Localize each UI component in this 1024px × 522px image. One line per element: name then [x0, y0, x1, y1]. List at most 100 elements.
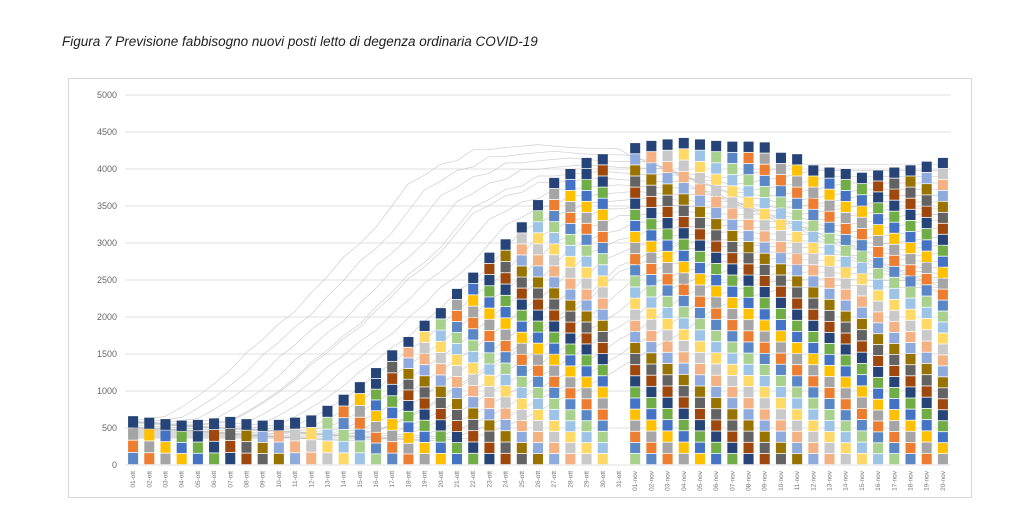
bar-segment [403, 390, 414, 401]
bar-segment [144, 453, 155, 465]
bar-segment [824, 233, 835, 244]
trend-line [133, 184, 943, 428]
bar-segment [630, 276, 641, 287]
bar-segment [840, 278, 851, 289]
bar-segment [549, 177, 560, 189]
x-tick-label: 12-nov [810, 470, 817, 491]
bar-segment [597, 431, 608, 442]
bar-segment [937, 443, 948, 454]
bar-segment [581, 234, 592, 245]
bar-segment [824, 211, 835, 222]
bar-segment [743, 230, 754, 242]
bar-segment [743, 409, 754, 420]
bar-segment [338, 441, 349, 453]
bar-segment [630, 254, 641, 265]
bar-segment [856, 375, 867, 386]
bar-segment [484, 375, 495, 386]
bar-segment [565, 454, 576, 465]
bar-segment [937, 278, 948, 289]
bar-segment [759, 342, 770, 353]
bar-segment [840, 223, 851, 234]
bar-segment [597, 365, 608, 376]
bar-segment [840, 267, 851, 278]
bar-segment [678, 431, 689, 442]
bar-segment [743, 364, 754, 375]
x-tick-label: 03-nov [665, 470, 672, 491]
bar-segment [921, 397, 932, 409]
bar-segment [792, 287, 803, 298]
bar-segment [743, 442, 754, 454]
bar-segment [549, 343, 560, 354]
bar-segment [727, 286, 738, 297]
y-tick-label: 0 [112, 460, 117, 470]
bar-segment [581, 212, 592, 223]
y-tick-label: 4500 [97, 127, 117, 137]
bar-segment [581, 410, 592, 421]
bar-segment [694, 375, 705, 386]
bar-segment [387, 442, 398, 453]
bar-segment [775, 297, 786, 309]
bar-segment [921, 262, 932, 274]
bar-segment [500, 250, 511, 262]
bar-segment [921, 273, 932, 285]
bar-segment [565, 300, 576, 311]
bar-segment [532, 453, 544, 465]
bar-segment [500, 284, 511, 295]
bar-segment [468, 408, 479, 419]
bar-segment [792, 165, 803, 176]
bar-segment [727, 353, 738, 364]
bar-segment [775, 264, 786, 275]
bar-segment [824, 178, 835, 189]
trend-line [133, 144, 943, 422]
bar-segment [597, 453, 608, 465]
bar-segment [468, 295, 479, 306]
bar-segment [937, 388, 948, 399]
bar-segment [532, 244, 544, 255]
bar-segment [921, 442, 932, 453]
bar-segment [856, 442, 867, 453]
bar-segment [743, 308, 754, 320]
bar-segment [678, 137, 689, 149]
bar-segment [597, 442, 608, 454]
bar-segment [743, 208, 754, 219]
x-tick-label: 10-ott [276, 471, 283, 488]
x-tick-label: 18-nov [908, 470, 915, 491]
y-tick-label: 500 [102, 423, 117, 433]
bar-segment [549, 409, 560, 421]
x-tick-label: 03-ott [162, 471, 169, 488]
bar-segment [662, 217, 673, 229]
bar-segment [808, 298, 819, 309]
bar-segment [419, 354, 430, 365]
bar-segment [792, 209, 803, 220]
bar-segment [921, 217, 932, 229]
bar-segment [840, 179, 851, 191]
bar-segment [727, 175, 738, 186]
bar-segment [889, 354, 900, 366]
bar-segment [241, 442, 252, 453]
bar-segment [678, 160, 689, 171]
bar-segment [678, 284, 689, 296]
bar-segment [516, 420, 527, 432]
trend-line [133, 177, 943, 427]
bar-segment [889, 233, 900, 244]
bar-segment [711, 442, 722, 454]
bar-segment [630, 231, 641, 243]
bar-segment [694, 453, 705, 465]
bar-segment [727, 197, 738, 208]
x-tick-label: 01-nov [632, 470, 639, 491]
bar-segment [581, 300, 592, 311]
bar-segment [354, 429, 365, 441]
bar-segment [873, 345, 884, 356]
bar-segment [581, 432, 592, 443]
bar-segment [435, 375, 446, 386]
bar-segment [727, 398, 738, 409]
bar-segment [937, 234, 948, 245]
bar-segment [775, 453, 786, 465]
bar-segment [937, 311, 948, 322]
bar-segment [808, 442, 819, 454]
bar-segment [824, 277, 835, 288]
bar-segment [209, 453, 220, 465]
bar-segment [694, 173, 705, 184]
bar-segment [662, 206, 673, 218]
bar-segment [711, 140, 722, 152]
